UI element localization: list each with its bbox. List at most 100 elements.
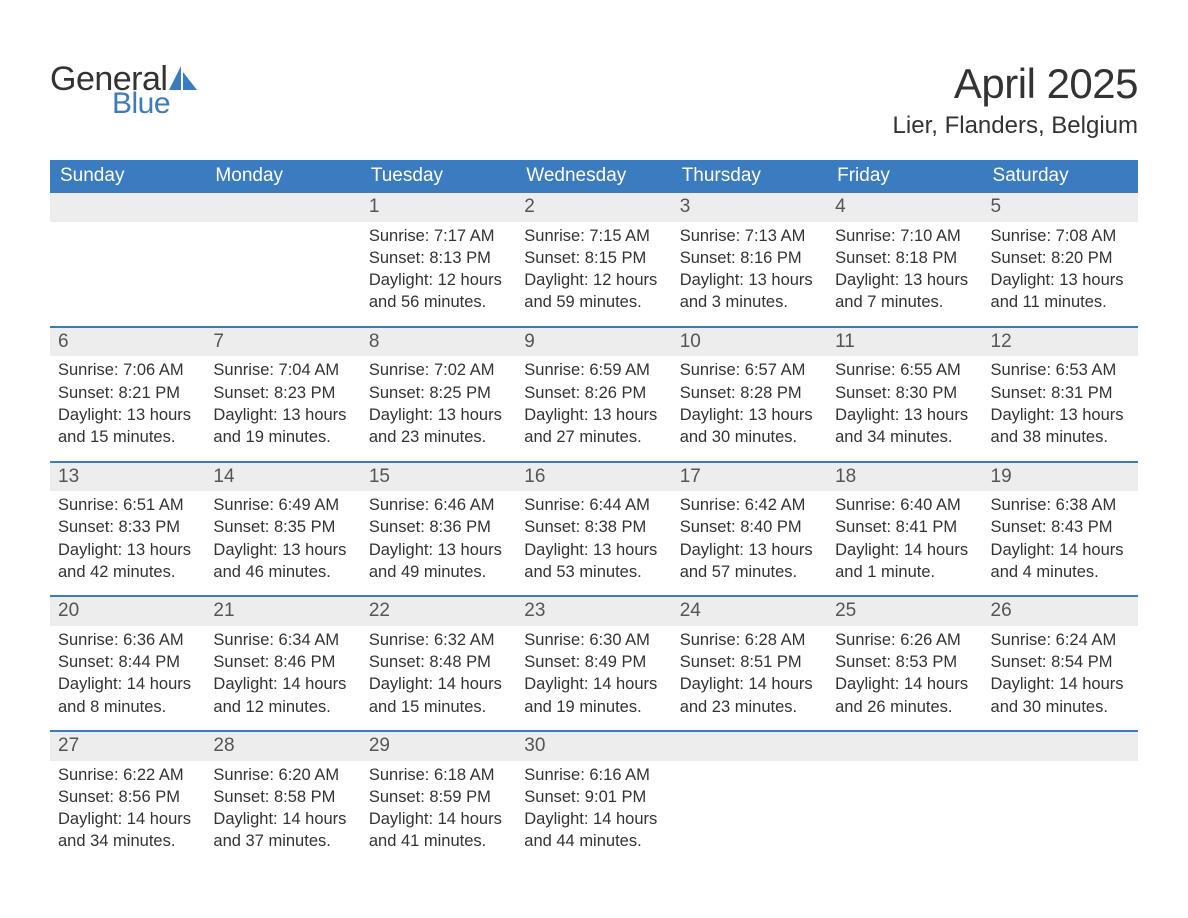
- calendar-cell: 12Sunrise: 6:53 AMSunset: 8:31 PMDayligh…: [983, 327, 1138, 462]
- daylight-line: Daylight: 14 hours and 41 minutes.: [369, 808, 508, 853]
- calendar-cell: 26Sunrise: 6:24 AMSunset: 8:54 PMDayligh…: [983, 596, 1138, 731]
- day-number: 24: [672, 597, 827, 626]
- daylight-line: Daylight: 14 hours and 23 minutes.: [680, 673, 819, 718]
- sunset-line: Sunset: 8:41 PM: [835, 516, 974, 538]
- day-number: 11: [827, 328, 982, 357]
- weekday-header-row: SundayMondayTuesdayWednesdayThursdayFrid…: [50, 160, 1138, 193]
- day-data: Sunrise: 7:13 AMSunset: 8:16 PMDaylight:…: [672, 222, 827, 326]
- daylight-line: Daylight: 13 hours and 11 minutes.: [991, 269, 1130, 314]
- daylight-line: Daylight: 13 hours and 19 minutes.: [213, 404, 352, 449]
- sunrise-line: Sunrise: 6:18 AM: [369, 764, 508, 786]
- calendar-cell: 2Sunrise: 7:15 AMSunset: 8:15 PMDaylight…: [516, 193, 671, 327]
- sunset-line: Sunset: 9:01 PM: [524, 786, 663, 808]
- sunset-line: Sunset: 8:16 PM: [680, 247, 819, 269]
- calendar-week-row: 13Sunrise: 6:51 AMSunset: 8:33 PMDayligh…: [50, 462, 1138, 597]
- daylight-line: Daylight: 13 hours and 34 minutes.: [835, 404, 974, 449]
- day-number: 4: [827, 193, 982, 222]
- calendar-cell: [205, 193, 360, 327]
- day-data: Sunrise: 6:28 AMSunset: 8:51 PMDaylight:…: [672, 626, 827, 730]
- sunset-line: Sunset: 8:21 PM: [58, 382, 197, 404]
- day-data: Sunrise: 7:04 AMSunset: 8:23 PMDaylight:…: [205, 356, 360, 460]
- day-data: Sunrise: 7:10 AMSunset: 8:18 PMDaylight:…: [827, 222, 982, 326]
- sunset-line: Sunset: 8:33 PM: [58, 516, 197, 538]
- daylight-line: Daylight: 13 hours and 30 minutes.: [680, 404, 819, 449]
- day-number: 10: [672, 328, 827, 357]
- daylight-line: Daylight: 14 hours and 34 minutes.: [58, 808, 197, 853]
- sunset-line: Sunset: 8:36 PM: [369, 516, 508, 538]
- day-data: Sunrise: 6:44 AMSunset: 8:38 PMDaylight:…: [516, 491, 671, 595]
- day-data: Sunrise: 7:15 AMSunset: 8:15 PMDaylight:…: [516, 222, 671, 326]
- daylight-line: Daylight: 13 hours and 23 minutes.: [369, 404, 508, 449]
- sunrise-line: Sunrise: 6:49 AM: [213, 494, 352, 516]
- day-data: Sunrise: 6:22 AMSunset: 8:56 PMDaylight:…: [50, 761, 205, 865]
- calendar-cell: 1Sunrise: 7:17 AMSunset: 8:13 PMDaylight…: [361, 193, 516, 327]
- sunrise-line: Sunrise: 6:42 AM: [680, 494, 819, 516]
- calendar-cell: 8Sunrise: 7:02 AMSunset: 8:25 PMDaylight…: [361, 327, 516, 462]
- calendar-cell: 27Sunrise: 6:22 AMSunset: 8:56 PMDayligh…: [50, 731, 205, 865]
- day-data: Sunrise: 6:34 AMSunset: 8:46 PMDaylight:…: [205, 626, 360, 730]
- sunrise-line: Sunrise: 6:32 AM: [369, 629, 508, 651]
- day-data: Sunrise: 6:38 AMSunset: 8:43 PMDaylight:…: [983, 491, 1138, 595]
- day-number: 21: [205, 597, 360, 626]
- sunset-line: Sunset: 8:43 PM: [991, 516, 1130, 538]
- day-data: Sunrise: 7:02 AMSunset: 8:25 PMDaylight:…: [361, 356, 516, 460]
- calendar-cell: [672, 731, 827, 865]
- sunset-line: Sunset: 8:25 PM: [369, 382, 508, 404]
- day-data: Sunrise: 6:55 AMSunset: 8:30 PMDaylight:…: [827, 356, 982, 460]
- sunrise-line: Sunrise: 6:36 AM: [58, 629, 197, 651]
- sunrise-line: Sunrise: 6:38 AM: [991, 494, 1130, 516]
- daylight-line: Daylight: 13 hours and 46 minutes.: [213, 539, 352, 584]
- day-number: 8: [361, 328, 516, 357]
- calendar-cell: 25Sunrise: 6:26 AMSunset: 8:53 PMDayligh…: [827, 596, 982, 731]
- daylight-line: Daylight: 13 hours and 3 minutes.: [680, 269, 819, 314]
- sunrise-line: Sunrise: 7:17 AM: [369, 225, 508, 247]
- day-data: Sunrise: 6:36 AMSunset: 8:44 PMDaylight:…: [50, 626, 205, 730]
- calendar-cell: 16Sunrise: 6:44 AMSunset: 8:38 PMDayligh…: [516, 462, 671, 597]
- day-number-empty: [50, 193, 205, 222]
- sunset-line: Sunset: 8:18 PM: [835, 247, 974, 269]
- calendar-cell: 5Sunrise: 7:08 AMSunset: 8:20 PMDaylight…: [983, 193, 1138, 327]
- day-number: 13: [50, 463, 205, 492]
- daylight-line: Daylight: 14 hours and 12 minutes.: [213, 673, 352, 718]
- day-number: 18: [827, 463, 982, 492]
- calendar-cell: 14Sunrise: 6:49 AMSunset: 8:35 PMDayligh…: [205, 462, 360, 597]
- calendar-cell: 15Sunrise: 6:46 AMSunset: 8:36 PMDayligh…: [361, 462, 516, 597]
- day-data: Sunrise: 6:49 AMSunset: 8:35 PMDaylight:…: [205, 491, 360, 595]
- sunrise-line: Sunrise: 6:34 AM: [213, 629, 352, 651]
- daylight-line: Daylight: 12 hours and 56 minutes.: [369, 269, 508, 314]
- weekday-header: Monday: [205, 160, 360, 193]
- sunrise-line: Sunrise: 6:55 AM: [835, 359, 974, 381]
- sunrise-line: Sunrise: 7:04 AM: [213, 359, 352, 381]
- sunrise-line: Sunrise: 7:13 AM: [680, 225, 819, 247]
- daylight-line: Daylight: 14 hours and 15 minutes.: [369, 673, 508, 718]
- sunrise-line: Sunrise: 6:26 AM: [835, 629, 974, 651]
- sunrise-line: Sunrise: 6:22 AM: [58, 764, 197, 786]
- calendar-cell: [827, 731, 982, 865]
- calendar-cell: 20Sunrise: 6:36 AMSunset: 8:44 PMDayligh…: [50, 596, 205, 731]
- calendar-cell: 4Sunrise: 7:10 AMSunset: 8:18 PMDaylight…: [827, 193, 982, 327]
- calendar-cell: 29Sunrise: 6:18 AMSunset: 8:59 PMDayligh…: [361, 731, 516, 865]
- daylight-line: Daylight: 14 hours and 8 minutes.: [58, 673, 197, 718]
- day-number: 26: [983, 597, 1138, 626]
- daylight-line: Daylight: 14 hours and 26 minutes.: [835, 673, 974, 718]
- calendar-cell: 19Sunrise: 6:38 AMSunset: 8:43 PMDayligh…: [983, 462, 1138, 597]
- day-number-empty: [827, 732, 982, 761]
- calendar-week-row: 6Sunrise: 7:06 AMSunset: 8:21 PMDaylight…: [50, 327, 1138, 462]
- sunset-line: Sunset: 8:20 PM: [991, 247, 1130, 269]
- sunrise-line: Sunrise: 7:02 AM: [369, 359, 508, 381]
- sunset-line: Sunset: 8:15 PM: [524, 247, 663, 269]
- calendar-cell: [50, 193, 205, 327]
- daylight-line: Daylight: 13 hours and 38 minutes.: [991, 404, 1130, 449]
- sunrise-line: Sunrise: 6:51 AM: [58, 494, 197, 516]
- day-data: Sunrise: 6:24 AMSunset: 8:54 PMDaylight:…: [983, 626, 1138, 730]
- calendar-cell: [983, 731, 1138, 865]
- day-data: Sunrise: 6:53 AMSunset: 8:31 PMDaylight:…: [983, 356, 1138, 460]
- day-data: Sunrise: 6:51 AMSunset: 8:33 PMDaylight:…: [50, 491, 205, 595]
- day-data: Sunrise: 6:16 AMSunset: 9:01 PMDaylight:…: [516, 761, 671, 865]
- day-number: 22: [361, 597, 516, 626]
- sunset-line: Sunset: 8:48 PM: [369, 651, 508, 673]
- daylight-line: Daylight: 14 hours and 30 minutes.: [991, 673, 1130, 718]
- sunrise-line: Sunrise: 6:30 AM: [524, 629, 663, 651]
- day-data: Sunrise: 6:40 AMSunset: 8:41 PMDaylight:…: [827, 491, 982, 595]
- sunset-line: Sunset: 8:44 PM: [58, 651, 197, 673]
